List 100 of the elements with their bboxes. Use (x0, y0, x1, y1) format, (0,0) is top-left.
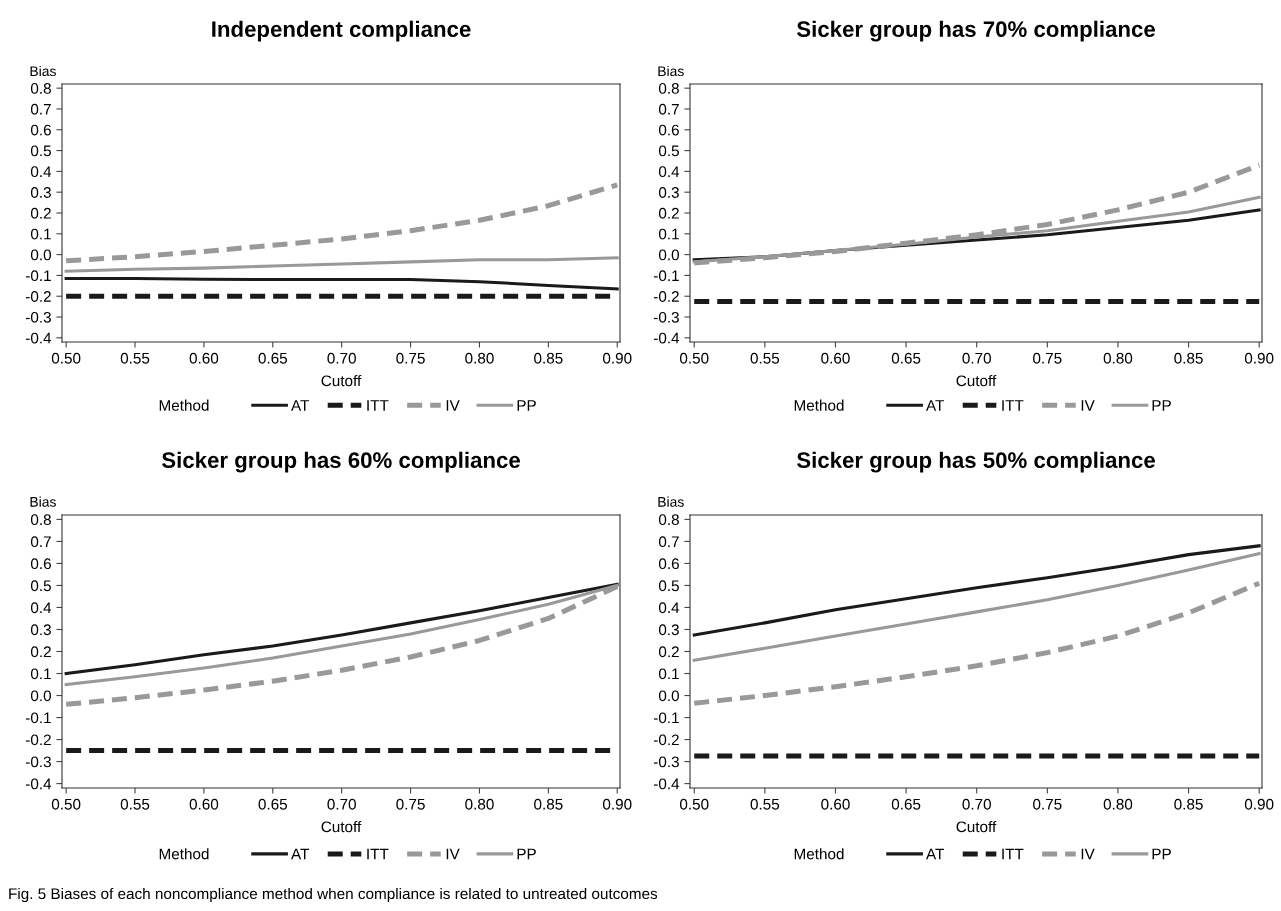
chart-title: Independent compliance (212, 20, 471, 42)
x-tick-label: 0.85 (1174, 352, 1203, 364)
legend-label: PP (1152, 848, 1171, 860)
y-tick-label: 0.5 (30, 580, 51, 592)
legend-label: ITT (1002, 848, 1024, 860)
x-tick-label: 0.80 (1103, 798, 1133, 810)
legend-title: Method (159, 399, 209, 411)
y-axis-title: Bias (658, 496, 684, 507)
y-tick-label: 0.1 (658, 228, 679, 240)
x-tick-label: 0.60 (189, 798, 219, 810)
y-tick-label: 0.0 (658, 249, 679, 261)
y-tick-label: 0.6 (658, 558, 679, 570)
chart-title: Sicker group has 60% compliance (161, 451, 520, 473)
y-tick-label: 0.0 (30, 249, 51, 261)
y-tick-label: 0.4 (658, 166, 680, 178)
x-tick-label: 0.55 (120, 798, 150, 810)
caption: Fig. 5 Biases of each noncompliance method when compliance is related to untreated outcomes (9, 887, 658, 903)
legend-label: ITT (1002, 400, 1024, 411)
legend-label: ITT (367, 848, 389, 860)
x-tick-label: 0.80 (465, 798, 494, 810)
x-tick-label: 0.65 (258, 352, 288, 364)
x-tick-label: 0.75 (1033, 352, 1062, 364)
x-tick-label: 0.80 (1103, 352, 1133, 364)
y-tick-label: -0.2 (25, 291, 51, 302)
y-axis-title: Bias (658, 65, 684, 77)
x-tick-label: 0.75 (396, 352, 425, 364)
y-tick-label: -0.1 (653, 270, 679, 282)
x-tick-label: 0.70 (327, 352, 356, 364)
legend-label: PP (517, 400, 536, 411)
x-tick-label: 0.85 (1174, 798, 1203, 810)
x-tick-label: 0.75 (1033, 798, 1062, 810)
x-tick-label: 0.80 (465, 352, 494, 364)
y-tick-label: -0.3 (25, 311, 51, 323)
y-tick-label: 0.7 (658, 103, 679, 115)
y-tick-label: -0.1 (25, 712, 51, 724)
y-tick-label: 0.2 (30, 207, 51, 219)
x-tick-label: 0.70 (962, 798, 991, 810)
x-tick-label: 0.75 (396, 798, 425, 810)
y-tick-label: 0.7 (30, 536, 51, 548)
y-tick-label: -0.3 (25, 756, 51, 768)
line-series (64, 277, 619, 291)
legend-label: IV (1081, 848, 1095, 860)
y-tick-label: 0.4 (30, 166, 52, 178)
y-tick-label: 0.5 (30, 145, 51, 157)
y-tick-label: 0.0 (30, 690, 51, 702)
y-tick-label: -0.2 (653, 734, 679, 746)
y-tick-label: -0.4 (25, 332, 52, 344)
y-axis-title: Bias (30, 496, 56, 507)
x-tick-label: 0.55 (750, 798, 780, 810)
y-tick-label: 0.2 (658, 646, 679, 658)
x-axis-title: Cutoff (321, 375, 362, 387)
y-tick-label: -0.4 (25, 778, 52, 790)
y-tick-label: 0.5 (658, 580, 679, 592)
x-tick-label: 0.55 (120, 352, 150, 364)
legend-label: IV (1081, 400, 1095, 411)
line-series (64, 256, 619, 273)
y-tick-label: 0.4 (30, 602, 52, 614)
y-tick-label: 0.1 (30, 668, 51, 680)
x-tick-label: 0.70 (962, 352, 991, 364)
x-tick-label: 0.55 (750, 352, 780, 364)
y-tick-label: -0.3 (653, 311, 679, 323)
y-tick-label: -0.1 (25, 270, 51, 282)
y-tick-label: 0.6 (30, 558, 51, 570)
x-tick-label: 0.60 (189, 352, 219, 364)
x-tick-label: 0.50 (51, 798, 81, 810)
x-axis-title: Cutoff (321, 821, 362, 833)
x-tick-label: 0.90 (602, 798, 632, 810)
x-tick-label: 0.65 (258, 798, 288, 810)
y-tick-label: 0.3 (30, 624, 51, 636)
y-tick-label: -0.3 (653, 756, 679, 768)
x-tick-label: 0.90 (1244, 798, 1274, 810)
x-tick-label: 0.90 (1244, 352, 1274, 364)
y-tick-label: -0.4 (653, 332, 680, 344)
legend-label: AT (926, 400, 945, 411)
y-tick-label: 0.3 (658, 624, 679, 636)
legend-label: AT (291, 848, 310, 860)
legend-label: IV (446, 400, 460, 411)
line-series (692, 544, 1261, 637)
y-tick-label: -0.2 (25, 734, 51, 746)
y-tick-label: 0.3 (658, 187, 679, 198)
legend-title: Method (794, 399, 844, 411)
y-tick-label: -0.2 (653, 291, 679, 302)
x-tick-label: 0.65 (891, 352, 921, 364)
y-tick-label: -0.1 (653, 712, 679, 724)
y-tick-label: 0.2 (30, 646, 51, 658)
legend-label: AT (291, 400, 310, 411)
legend-label: IV (446, 848, 460, 860)
legend-label: PP (1152, 400, 1171, 411)
y-tick-label: 0.6 (658, 124, 679, 136)
legend-label: AT (926, 848, 945, 860)
legend-label: ITT (367, 400, 389, 411)
x-tick-label: 0.60 (821, 798, 850, 810)
x-tick-label: 0.65 (891, 798, 921, 810)
x-tick-label: 0.85 (534, 352, 563, 364)
x-tick-label: 0.50 (51, 352, 81, 364)
x-axis-title: Cutoff (956, 821, 997, 833)
y-tick-label: 0.8 (658, 514, 679, 526)
y-tick-label: 0.0 (658, 690, 679, 702)
x-tick-label: 0.70 (327, 798, 356, 810)
y-tick-label: 0.3 (30, 187, 51, 198)
